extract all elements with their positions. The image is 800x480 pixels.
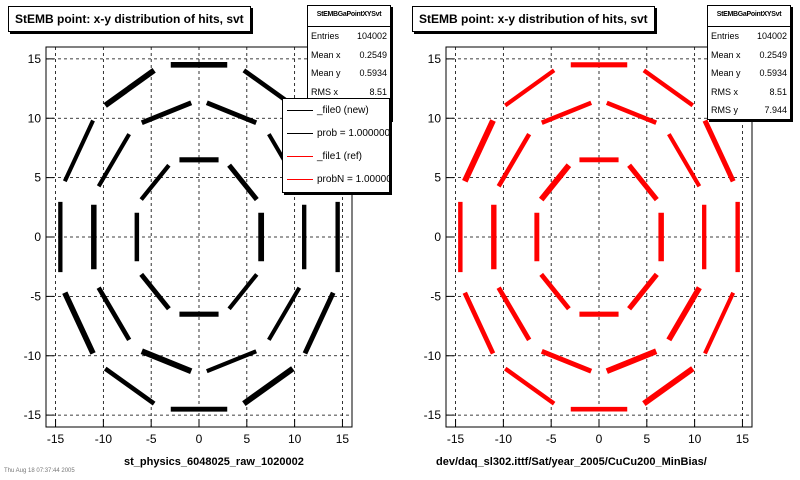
hit-segment xyxy=(227,273,259,311)
hit-segment xyxy=(642,366,695,407)
x-tick-label: -5 xyxy=(146,432,157,446)
hit-segment xyxy=(302,291,336,355)
legend-swatch xyxy=(287,179,313,180)
hit-segment xyxy=(667,133,702,188)
y-tick-label: -15 xyxy=(424,408,442,422)
right-plot-title: StEMB point: x-y distribution of hits, s… xyxy=(412,6,655,32)
left-legend: _file0 (new) prob = 1.000000 _file1 (ref… xyxy=(282,98,390,193)
hit-segment xyxy=(538,163,572,202)
hit-segment xyxy=(540,348,593,374)
hit-segment xyxy=(96,286,132,342)
hit-segment xyxy=(139,163,171,201)
x-tick-label: 15 xyxy=(336,432,350,446)
hit-segment xyxy=(140,100,193,126)
x-tick-label: 10 xyxy=(688,432,702,446)
legend-item-file1: _file1 (ref) xyxy=(283,145,389,168)
y-tick-label: -15 xyxy=(24,408,42,422)
hit-segment xyxy=(627,272,659,311)
hit-segment xyxy=(642,68,695,108)
y-tick-label: 0 xyxy=(434,230,441,244)
hit-segment xyxy=(62,119,95,183)
right-stats-name: StEMBGaPointXYSvt xyxy=(708,6,790,27)
hit-segment xyxy=(205,100,258,125)
x-tick-label: 15 xyxy=(736,432,750,446)
hit-segment xyxy=(140,348,193,374)
hit-segment xyxy=(96,133,131,188)
hit-segment xyxy=(703,291,736,355)
x-tick-label: 5 xyxy=(643,432,650,446)
left-plot-title: StEMB point: x-y distribution of hits, s… xyxy=(8,6,251,32)
x-tick-label: -10 xyxy=(495,432,513,446)
y-tick-label: 15 xyxy=(28,52,42,66)
x-tick-label: 0 xyxy=(596,432,603,446)
x-tick-label: 5 xyxy=(243,432,250,446)
right-stats-row-entries: Entries 104002 xyxy=(711,31,787,41)
x-tick-label: 10 xyxy=(288,432,302,446)
left-stats-row-rmsx: RMS x 8.51 xyxy=(311,86,387,97)
hit-segment xyxy=(462,119,496,183)
hit-segment xyxy=(62,291,96,355)
hit-segment xyxy=(496,132,532,188)
legend-swatch xyxy=(287,133,313,134)
hit-segment xyxy=(242,366,295,407)
hit-segment xyxy=(605,348,658,374)
x-tick-label: 0 xyxy=(196,432,203,446)
hit-segment xyxy=(103,68,156,108)
y-tick-label: -5 xyxy=(430,289,441,303)
right-stats-row-meany: Mean y 0.5934 xyxy=(711,68,787,78)
y-tick-label: 10 xyxy=(428,111,442,125)
x-tick-label: -5 xyxy=(546,432,557,446)
y-tick-label: 10 xyxy=(28,111,42,125)
y-tick-label: -10 xyxy=(24,349,42,363)
hit-segment xyxy=(666,286,702,342)
legend-swatch xyxy=(287,156,313,157)
x-tick-label: -10 xyxy=(95,432,113,446)
right-stats-row-rmsy: RMS y 7.944 xyxy=(711,105,787,115)
y-tick-label: 5 xyxy=(34,171,41,185)
right-file-label: dev/daq_sl302.ittf/Sat/year_2005/CuCu200… xyxy=(436,456,707,468)
hit-segment xyxy=(139,272,171,311)
hit-segment xyxy=(504,68,556,108)
legend-item-file0: _file0 (new) xyxy=(283,99,389,122)
hit-segment xyxy=(206,349,257,374)
hit-segment xyxy=(539,272,571,311)
hit-segment xyxy=(103,366,156,406)
right-stats-box: StEMBGaPointXYSvt Entries 104002 Mean x 0.… xyxy=(707,5,791,120)
right-stats-row-rmsx: RMS x 8.51 xyxy=(711,86,787,97)
hit-segment xyxy=(496,286,532,342)
y-tick-label: -5 xyxy=(30,289,41,303)
legend-item-prob: prob = 1.000000 xyxy=(283,122,389,145)
y-tick-label: -10 xyxy=(424,349,442,363)
hit-segment xyxy=(267,286,302,341)
hit-segment xyxy=(503,366,556,406)
footer-timestamp: Thu Aug 18 07:37:44 2005 xyxy=(4,468,75,474)
right-stats-row-meanx: Mean x 0.2549 xyxy=(711,49,787,60)
x-tick-label: -15 xyxy=(47,432,65,446)
y-tick-label: 5 xyxy=(434,171,441,185)
left-stats-name: StEMBGaPointXYSvt xyxy=(308,6,390,27)
hit-segment xyxy=(462,291,496,355)
left-file-label: st_physics_6048025_raw_1020002 xyxy=(124,456,304,468)
hit-segment xyxy=(627,163,659,202)
x-tick-label: -15 xyxy=(447,432,465,446)
legend-item-probn: probN = 1.000000 xyxy=(283,168,389,191)
hit-segment xyxy=(227,163,259,202)
hit-segment xyxy=(605,100,658,125)
left-stats-row-meanx: Mean x 0.2549 xyxy=(311,49,387,60)
y-tick-label: 0 xyxy=(34,230,41,244)
left-stats-row-entries: Entries 104002 xyxy=(311,31,387,41)
left-stats-row-meany: Mean y 0.5934 xyxy=(311,68,387,78)
y-tick-label: 15 xyxy=(428,52,442,66)
legend-swatch xyxy=(287,110,313,111)
hit-segment xyxy=(702,119,736,183)
hit-segment xyxy=(540,100,593,125)
